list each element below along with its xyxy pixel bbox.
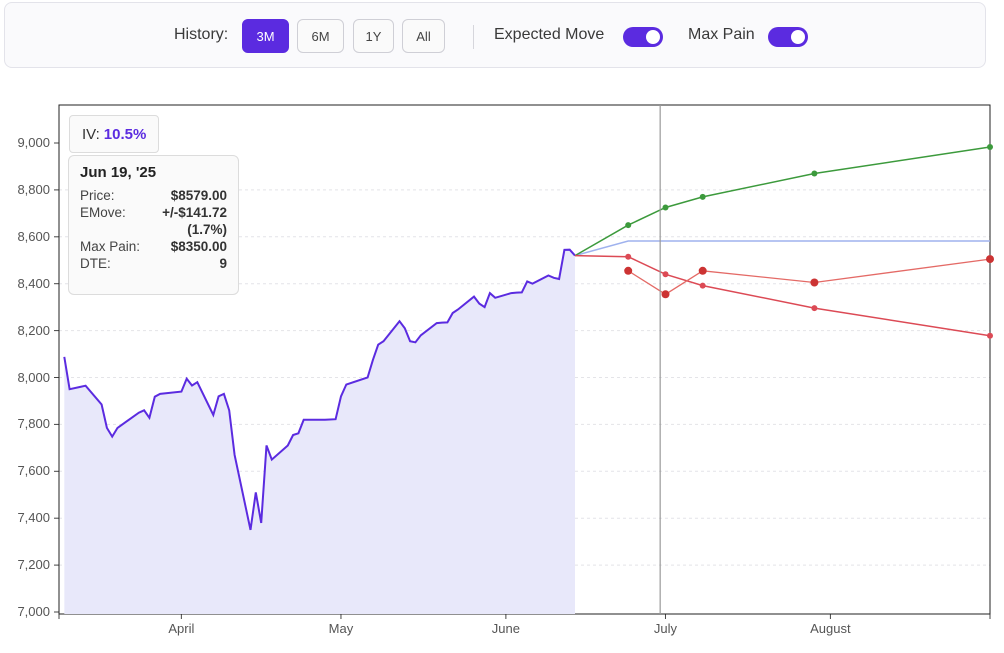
expected-down-point — [987, 332, 993, 339]
max-pain-point — [624, 266, 633, 275]
tooltip-dte-value: 9 — [219, 256, 227, 271]
y-tick-label: 7,800 — [17, 416, 50, 432]
max-pain-label: Max Pain — [688, 26, 755, 43]
history-label: History: — [174, 26, 229, 43]
expected-move-label: Expected Move — [494, 26, 605, 43]
y-tick-label: 7,600 — [17, 463, 50, 479]
x-tick-label: July — [653, 621, 678, 636]
y-tick-label: 7,200 — [17, 557, 50, 573]
tooltip-maxpain-value: $8350.00 — [170, 239, 227, 254]
tooltip-price-row: Price: $8579.00 — [80, 187, 227, 204]
history-1y-button[interactable]: 1Y — [353, 19, 394, 53]
tooltip-emove-value: +/-$141.72 — [162, 205, 227, 220]
expected-down-line — [574, 254, 991, 337]
grid-layer — [54, 142, 991, 619]
expected-down-point — [811, 305, 818, 312]
tooltip-date: Jun 19, '25 — [80, 164, 157, 181]
price-area — [64, 249, 576, 614]
y-tick-label: 7,400 — [17, 510, 50, 526]
tooltip-price-label: Price: — [80, 188, 115, 203]
max-pain-point — [810, 278, 819, 287]
tooltip-emove-label: EMove: — [80, 205, 126, 220]
expected-up-point — [662, 204, 669, 211]
tooltip-price-value: $8579.00 — [170, 188, 227, 203]
y-tick-label: 8,800 — [17, 181, 50, 197]
max-pain-toggle[interactable] — [768, 27, 808, 47]
expected-up-line — [574, 146, 991, 257]
tooltip-dte-row: DTE: 9 — [80, 255, 227, 272]
max-pain-line — [627, 258, 991, 296]
expected-down-point — [699, 282, 706, 289]
history-6m-button[interactable]: 6M — [297, 19, 344, 53]
x-tick-label: August — [810, 621, 851, 636]
tooltip-emove-percent: (1.7%) — [187, 222, 227, 237]
y-tick-label: 7,000 — [17, 604, 50, 619]
y-tick-label: 8,400 — [17, 275, 50, 291]
history-3m-button[interactable]: 3M — [242, 19, 289, 53]
toolbar-divider — [473, 25, 474, 49]
tooltip-emove-row: EMove: +/-$141.72 — [80, 204, 227, 221]
y-tick-label: 8,000 — [17, 369, 50, 385]
chart-tooltip: Jun 19, '25 Price: $8579.00 EMove: +/-$1… — [68, 155, 239, 295]
expected-up-point — [987, 144, 993, 150]
expected-up-point — [625, 222, 632, 229]
expected-up-point — [699, 193, 706, 200]
expected-down-point — [662, 271, 669, 278]
x-tick-label: April — [168, 621, 195, 636]
y-tick-label: 9,000 — [17, 135, 50, 150]
expected-move-toggle[interactable] — [623, 27, 663, 47]
chart-toolbar: History: 3M 6M 1Y All Expected Move Max … — [4, 2, 986, 68]
tooltip-maxpain-row: Max Pain: $8350.00 — [80, 238, 227, 255]
iv-label: IV: — [82, 125, 100, 143]
reference-line — [574, 240, 990, 257]
history-all-button[interactable]: All — [402, 19, 445, 53]
expected-up-point — [811, 170, 818, 177]
tooltip-maxpain-label: Max Pain: — [80, 239, 141, 254]
series-layer — [63, 144, 994, 614]
tooltip-dte-label: DTE: — [80, 256, 111, 271]
max-pain-point — [661, 290, 670, 299]
iv-indicator: IV: 10.5% — [69, 115, 160, 153]
toggle-knob — [646, 30, 660, 44]
max-pain-point — [986, 255, 994, 264]
max-pain-point — [698, 266, 707, 275]
x-tick-label: May — [328, 621, 354, 636]
y-tick-label: 8,200 — [17, 322, 50, 338]
price-line — [63, 248, 576, 531]
expected-down-point — [625, 253, 632, 260]
toggle-knob — [791, 30, 805, 44]
y-tick-label: 8,600 — [17, 228, 50, 244]
x-tick-label: June — [491, 621, 520, 636]
iv-value: 10.5% — [103, 125, 147, 143]
